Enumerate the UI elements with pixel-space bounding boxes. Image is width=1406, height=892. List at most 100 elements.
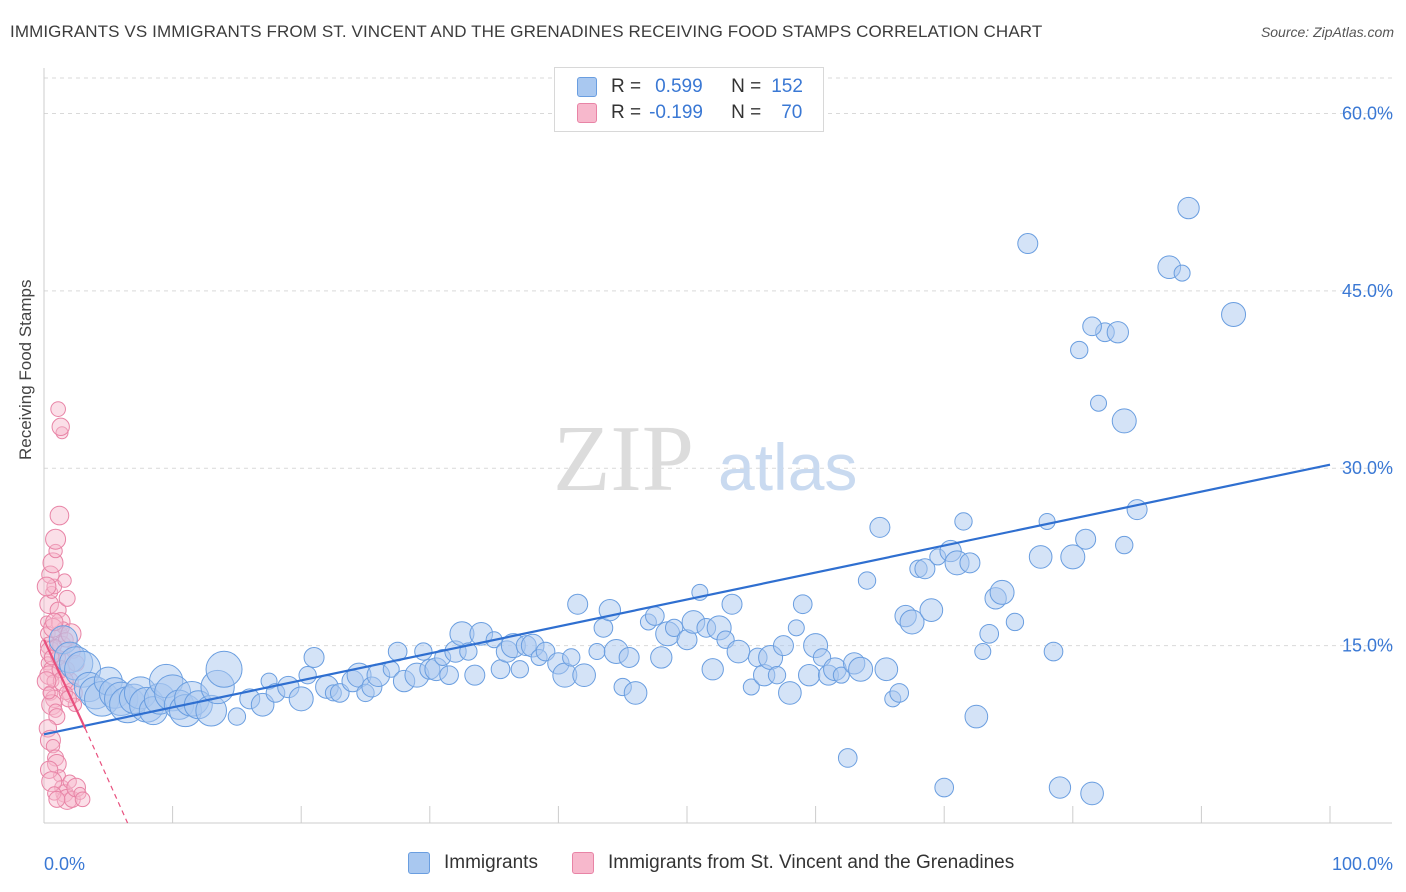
trend-lines: [43, 463, 1331, 824]
series-immigrants-points: [48, 196, 1247, 806]
immigrants-point: [650, 646, 673, 669]
x-tick-label-max: 100.0%: [1332, 854, 1393, 874]
immigrants-point: [572, 663, 596, 688]
immigrants-point: [464, 664, 486, 686]
immigrants-point: [1082, 316, 1102, 337]
immigrants-point: [645, 606, 665, 626]
immigrants-point: [1115, 535, 1134, 555]
tick-labels: 15.0% 30.0% 45.0% 60.0% 0.0% 100.0%: [44, 103, 1393, 874]
x-tick-label-min: 0.0%: [44, 854, 85, 874]
immigrants-point: [964, 704, 989, 729]
legend-swatch-blue: [577, 77, 597, 97]
legend-label-svg: Immigrants from St. Vincent and the Gren…: [608, 852, 1015, 873]
legend-item-svg[interactable]: Immigrants from St. Vincent and the Gren…: [572, 852, 1014, 874]
legend-r-label: R =: [611, 102, 642, 123]
legend-swatch-blue: [408, 852, 430, 874]
watermark: ZIP atlas: [553, 407, 857, 511]
legend-n-label: N =: [731, 102, 762, 123]
y-axis-label: Receiving Food Stamps: [16, 279, 35, 460]
immigrants-point: [848, 656, 874, 682]
svg-point: [50, 401, 66, 417]
immigrants-point: [959, 552, 981, 574]
immigrants-point: [1177, 196, 1200, 220]
legend-n-value: 152: [771, 76, 803, 97]
immigrants-point: [439, 665, 459, 686]
svg-point: [42, 552, 64, 574]
chart-title: IMMIGRANTS VS IMMIGRANTS FROM ST. VINCEN…: [10, 22, 1043, 41]
immigrants-point: [510, 660, 529, 679]
immigrants-point: [874, 657, 899, 682]
svg-point: [48, 790, 66, 808]
immigrants-point: [989, 579, 1015, 605]
svg-point: [74, 791, 91, 808]
svg-point: [48, 708, 66, 726]
immigrants-point: [1028, 545, 1053, 569]
immigrants-point: [798, 664, 821, 687]
legend-r-value: 0.599: [655, 76, 703, 97]
grid-lines: [44, 77, 1392, 647]
immigrants-point: [490, 659, 511, 680]
svg-point: [45, 738, 61, 754]
immigrants-point: [889, 683, 910, 703]
svg-point: [51, 417, 70, 437]
immigrants-point: [618, 646, 640, 668]
immigrants-point: [1048, 776, 1072, 799]
legend-r-value: -0.199: [649, 102, 703, 123]
immigrants-point: [919, 598, 944, 622]
svg-point: [45, 528, 67, 550]
svg-point: [36, 576, 57, 597]
immigrants-point: [1075, 528, 1097, 550]
legend-label-immigrants: Immigrants: [444, 852, 538, 873]
legend-swatch-pink: [577, 103, 597, 123]
immigrants-point: [772, 635, 794, 657]
svg-point: [39, 594, 59, 615]
immigrants-point: [623, 681, 648, 705]
legend-item-immigrants[interactable]: Immigrants: [408, 852, 538, 874]
immigrants-point: [1221, 302, 1247, 328]
trend-line-immigrants: [43, 463, 1331, 736]
immigrants-point: [1106, 321, 1129, 344]
immigrants-point: [914, 558, 936, 580]
y-tick-label: 45.0%: [1342, 281, 1393, 301]
immigrants-point: [562, 648, 581, 667]
legend-swatch-pink: [572, 852, 594, 874]
svg-point: [47, 786, 62, 801]
immigrants-point: [1060, 544, 1086, 570]
immigrants-point: [832, 666, 850, 684]
trend-line-svg: [43, 639, 87, 729]
immigrants-point: [414, 642, 433, 661]
trend-line-svg-extension: [84, 728, 129, 824]
series-svg-points: [36, 401, 91, 810]
watermark-atlas: atlas: [718, 430, 857, 504]
svg-point: [49, 601, 67, 619]
immigrants-point: [787, 619, 805, 637]
legend-row-immigrants: R = 0.599 N = 152: [577, 74, 803, 100]
immigrants-point: [664, 618, 684, 638]
immigrants-point: [1070, 340, 1089, 360]
immigrants-point: [974, 643, 992, 661]
immigrants-point: [1080, 781, 1104, 806]
svg-point: [42, 686, 56, 700]
immigrants-point: [1173, 264, 1191, 282]
immigrants-point: [1038, 512, 1056, 530]
legend-row-svg: R = -0.199 N = 70: [577, 100, 802, 126]
immigrants-point: [701, 658, 724, 681]
immigrants-point: [934, 777, 955, 798]
immigrants-point: [1017, 233, 1039, 255]
immigrants-point: [1111, 408, 1137, 434]
watermark-zip: ZIP: [553, 407, 694, 511]
y-tick-label: 30.0%: [1342, 458, 1393, 478]
immigrants-point: [742, 678, 760, 696]
immigrants-point: [227, 707, 247, 726]
svg-point: [58, 589, 76, 607]
y-tick-label: 60.0%: [1342, 103, 1393, 123]
immigrants-point: [954, 512, 973, 531]
svg-point: [73, 786, 87, 800]
immigrants-point: [857, 571, 877, 590]
svg-point: [57, 573, 72, 588]
correlation-legend: R = 0.599 N = 152 R = -0.199 N = 70: [554, 67, 824, 132]
legend-r-label: R =: [611, 76, 642, 97]
source-label: Source: ZipAtlas.com: [1260, 24, 1394, 40]
immigrants-point: [1005, 612, 1025, 632]
